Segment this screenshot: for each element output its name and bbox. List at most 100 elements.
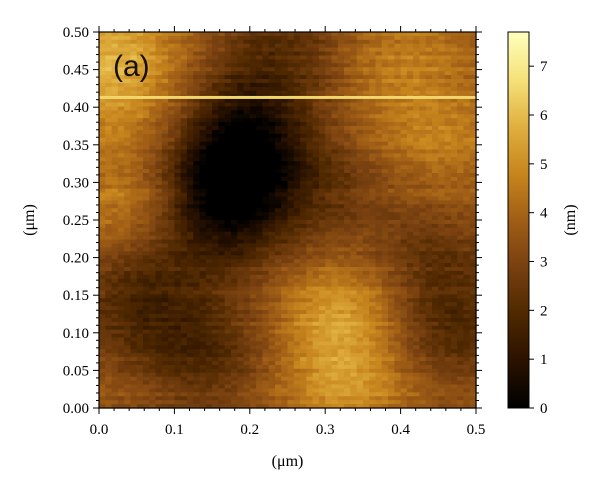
heatmap-cell [400, 278, 408, 284]
heatmap-cell [117, 231, 125, 237]
heatmap-cell [124, 133, 132, 139]
heatmap-cell [450, 317, 458, 323]
heatmap-cell [168, 59, 175, 64]
heatmap-cell [168, 212, 175, 217]
heatmap-cell [394, 102, 402, 108]
heatmap-cell [318, 192, 326, 198]
heatmap-cell [457, 345, 465, 350]
heatmap-cell [174, 184, 182, 190]
heatmap-cell [168, 325, 175, 331]
heatmap-cell [105, 200, 113, 205]
heatmap-cell [212, 227, 219, 233]
heatmap-cell [438, 90, 446, 96]
heatmap-cell [432, 321, 439, 327]
heatmap-cell [369, 161, 377, 166]
heatmap-cell [274, 270, 282, 276]
heatmap-cell [249, 67, 257, 72]
heatmap-cell [306, 114, 314, 119]
heatmap-cell [344, 298, 351, 303]
heatmap-cell [406, 306, 414, 311]
heatmap-cell [111, 345, 119, 350]
heatmap-cell [344, 176, 351, 182]
heatmap-cell [168, 310, 175, 315]
heatmap-cell [400, 325, 408, 331]
heatmap-cell [356, 220, 364, 225]
heatmap-cell [337, 86, 345, 92]
heatmap-cell [293, 282, 301, 288]
heatmap-cell [224, 55, 232, 61]
heatmap-cell [432, 157, 439, 162]
heatmap-cell [469, 161, 477, 166]
heatmap-cell [438, 67, 446, 72]
heatmap-cell [136, 153, 144, 158]
heatmap-cell [300, 51, 307, 57]
heatmap-cell [318, 169, 326, 174]
heatmap-cell [99, 227, 106, 233]
heatmap-cell [99, 59, 106, 64]
heatmap-cell [300, 341, 307, 346]
heatmap-cell [318, 259, 326, 264]
heatmap-cell [444, 227, 452, 233]
heatmap-cell [375, 345, 383, 350]
heatmap-cell [444, 47, 452, 53]
heatmap-cell [444, 325, 452, 331]
heatmap-cell [155, 314, 163, 319]
heatmap-cell [450, 290, 458, 296]
heatmap-cell [136, 141, 144, 147]
heatmap-cell [325, 110, 333, 115]
heatmap-cell [425, 35, 433, 41]
heatmap-cell [425, 208, 433, 213]
heatmap-cell [293, 310, 301, 315]
heatmap-cell [318, 274, 326, 280]
heatmap-cell [444, 329, 452, 335]
heatmap-cell [444, 349, 452, 354]
heatmap-cell [444, 106, 452, 111]
heatmap-cell [180, 90, 188, 96]
heatmap-cell [450, 329, 458, 335]
heatmap-cell [117, 317, 125, 323]
heatmap-cell [117, 220, 125, 225]
heatmap-cell [262, 290, 270, 296]
heatmap-cell [457, 337, 465, 343]
heatmap-cell [450, 133, 458, 139]
heatmap-cell [287, 294, 295, 299]
heatmap-cell [362, 82, 370, 88]
heatmap-cell [168, 90, 175, 96]
heatmap-cell [450, 180, 458, 186]
heatmap-cell [218, 212, 226, 217]
heatmap-cell [193, 325, 201, 331]
heatmap-cell [155, 278, 163, 284]
heatmap-cell [337, 55, 345, 61]
heatmap-cell [419, 216, 427, 221]
heatmap-cell [212, 43, 219, 49]
heatmap-cell [130, 270, 138, 276]
heatmap-cell [325, 274, 333, 280]
heatmap-cell [438, 314, 446, 319]
heatmap-cell [174, 274, 182, 280]
heatmap-cell [281, 118, 289, 123]
heatmap-cell [174, 55, 182, 61]
heatmap-cell [142, 126, 150, 131]
heatmap-cell [350, 263, 358, 268]
heatmap-cell [224, 39, 232, 45]
heatmap-cell [124, 137, 132, 143]
heatmap-cell [362, 325, 370, 331]
heatmap-cell [300, 227, 307, 233]
heatmap-cell [142, 180, 150, 186]
heatmap-cell [356, 235, 364, 241]
heatmap-cell [419, 286, 427, 292]
heatmap-cell [425, 337, 433, 343]
heatmap-cell [331, 106, 339, 111]
heatmap-cell [463, 141, 471, 147]
heatmap-cell [287, 235, 295, 241]
heatmap-cell [142, 325, 150, 331]
heatmap-cell [425, 196, 433, 202]
heatmap-cell [400, 321, 408, 327]
heatmap-cell [394, 184, 402, 190]
heatmap-cell [457, 39, 465, 45]
heatmap-cell [406, 59, 414, 64]
heatmap-cell [356, 98, 364, 104]
heatmap-cell [413, 329, 421, 335]
heatmap-cell [375, 306, 383, 311]
heatmap-cell [105, 79, 113, 84]
